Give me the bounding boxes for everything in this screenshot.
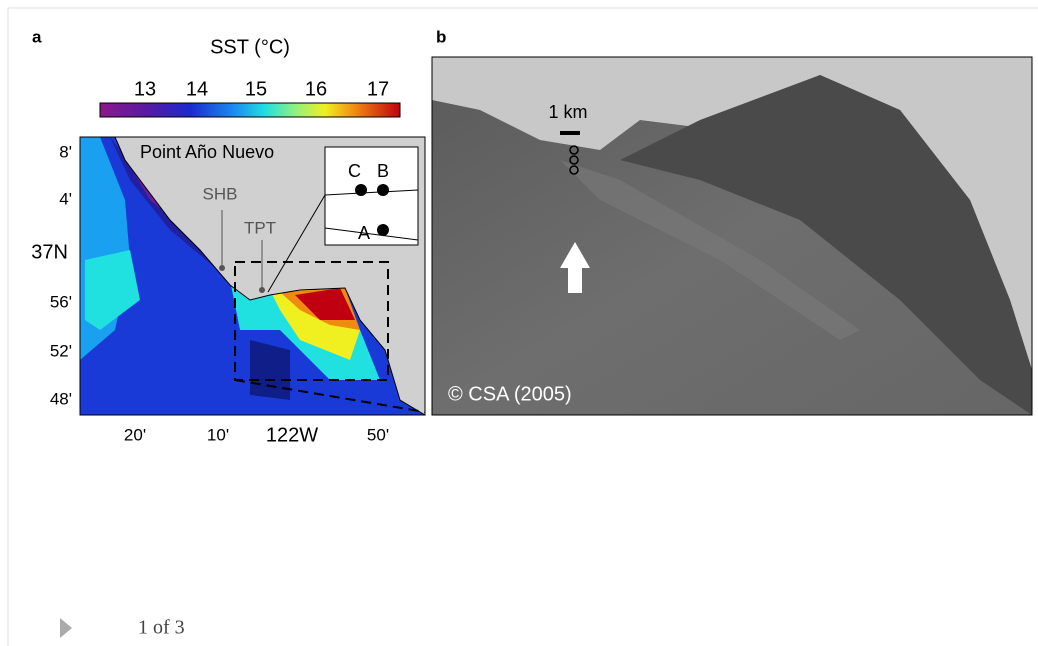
x-label: 20' bbox=[124, 425, 146, 444]
sar-image bbox=[431, 56, 1033, 416]
sst-map bbox=[79, 136, 426, 416]
credit: © CSA (2005) bbox=[448, 383, 572, 405]
colorbar-tick: 14 bbox=[186, 78, 208, 100]
y-label: 48' bbox=[50, 389, 72, 408]
station-label: TPT bbox=[244, 218, 276, 237]
x-label: 50' bbox=[367, 425, 389, 444]
mooring-label: A bbox=[358, 223, 370, 243]
scale-label: 1 km bbox=[548, 102, 587, 122]
panel-label: b bbox=[436, 27, 446, 46]
mooring-label: B bbox=[377, 161, 389, 181]
y-label: 37N bbox=[31, 241, 68, 263]
colorbar-title: SST (°C) bbox=[210, 36, 290, 58]
x-label: 10' bbox=[207, 425, 229, 444]
prev-arrow[interactable] bbox=[60, 618, 72, 638]
y-label: 56' bbox=[50, 292, 72, 311]
panel-label: a bbox=[32, 27, 42, 46]
colorbar-tick: 16 bbox=[305, 78, 327, 100]
y-label: 52' bbox=[50, 341, 72, 360]
mooring-label: C bbox=[348, 161, 361, 181]
x-label: 122W bbox=[266, 424, 318, 446]
place-label: Point Año Nuevo bbox=[140, 142, 274, 162]
y-label: 4' bbox=[59, 189, 72, 208]
colorbar-tick: 17 bbox=[367, 78, 389, 100]
colorbar-tick: 13 bbox=[134, 78, 156, 100]
pager-text: 1 of 3 bbox=[138, 617, 185, 639]
colorbar-tick: 15 bbox=[245, 78, 267, 100]
colorbar bbox=[99, 102, 401, 118]
y-label: 8' bbox=[59, 142, 72, 161]
station-label: SHB bbox=[203, 184, 238, 203]
